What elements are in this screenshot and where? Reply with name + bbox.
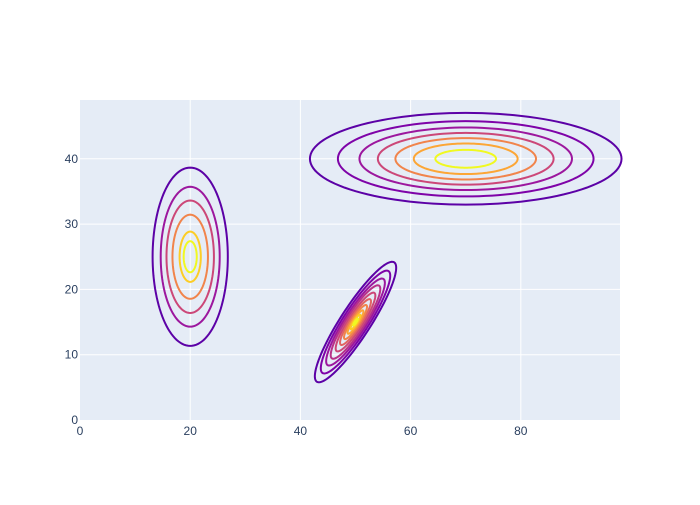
contour-line-peak-2-level-6 bbox=[412, 142, 519, 176]
x-tick-label-60: 60 bbox=[404, 424, 418, 438]
x-tick-label-0: 0 bbox=[77, 424, 84, 438]
contour-line-peak-3-level-8 bbox=[346, 309, 365, 335]
contour-line-peak-3-level-5 bbox=[334, 291, 377, 353]
contour-line-peak-3-level-3 bbox=[325, 277, 386, 367]
contour-line-peak-2-level-5 bbox=[394, 137, 538, 181]
y-tick-label-10: 10 bbox=[65, 348, 79, 362]
contour-line-peak-3-level-1 bbox=[313, 260, 398, 384]
contour-line-peak-2-level-1 bbox=[308, 111, 623, 206]
contour-peak-3 bbox=[313, 260, 398, 384]
contour-line-peak-3-level-2 bbox=[319, 269, 392, 375]
contour-line-peak-1-level-1 bbox=[151, 166, 229, 347]
y-tick-label-30: 30 bbox=[65, 217, 79, 231]
x-axis-ticks: 0 20 40 60 80 bbox=[77, 424, 528, 438]
y-tick-label-20: 20 bbox=[65, 282, 79, 296]
contour-line-peak-2-level-7 bbox=[434, 148, 498, 169]
x-tick-label-20: 20 bbox=[184, 424, 198, 438]
contour-line-peak-2-level-2 bbox=[336, 120, 595, 198]
y-tick-label-40: 40 bbox=[65, 152, 79, 166]
contour-line-peak-3-level-4 bbox=[329, 284, 382, 360]
contour-peak-2 bbox=[308, 111, 623, 206]
contour-line-peak-3-level-10 bbox=[352, 317, 359, 327]
grid-lines bbox=[80, 100, 620, 420]
x-tick-label-40: 40 bbox=[294, 424, 308, 438]
contour-line-peak-3-level-6 bbox=[339, 298, 372, 346]
contour-line-peak-1-level-4 bbox=[171, 213, 209, 300]
contour-line-peak-1-level-6 bbox=[182, 240, 198, 274]
contour-line-peak-3-level-7 bbox=[342, 304, 369, 341]
contour-peak-1 bbox=[151, 166, 229, 347]
contour-line-peak-1-level-5 bbox=[178, 230, 202, 283]
x-tick-label-80: 80 bbox=[514, 424, 528, 438]
contour-line-peak-1-level-3 bbox=[165, 199, 215, 314]
y-tick-label-0: 0 bbox=[71, 413, 78, 427]
contour-lines bbox=[151, 111, 623, 384]
contour-line-peak-1-level-2 bbox=[159, 185, 221, 328]
contour-line-peak-2-level-4 bbox=[376, 131, 555, 186]
plot-area-background bbox=[80, 100, 620, 420]
contour-line-peak-2-level-3 bbox=[358, 126, 573, 192]
y-axis-ticks: 0 10 20 30 40 bbox=[65, 152, 79, 427]
